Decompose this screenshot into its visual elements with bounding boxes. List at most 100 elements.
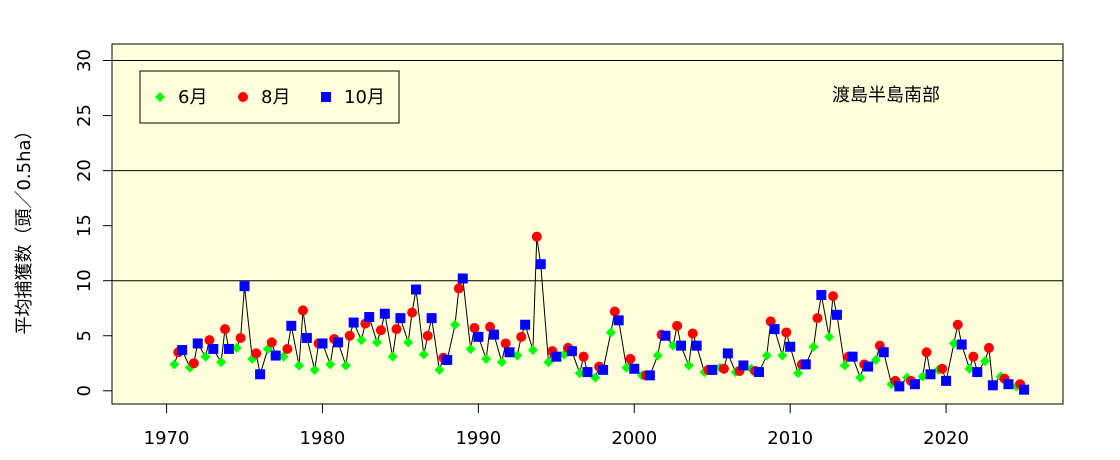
data-point <box>800 359 811 370</box>
data-point <box>605 327 616 338</box>
data-point <box>297 305 308 316</box>
data-point <box>598 364 609 375</box>
grid-lines <box>112 60 1063 282</box>
data-point <box>765 316 776 327</box>
data-point <box>863 361 874 372</box>
data-point <box>527 345 538 356</box>
data-point <box>543 357 554 368</box>
data-point <box>870 354 881 365</box>
x-axis: 1970 1980 1990 2000 2010 2020 <box>144 403 969 449</box>
data-point <box>231 342 242 353</box>
data-point <box>188 358 199 369</box>
data-point <box>403 337 414 348</box>
data-point <box>411 284 422 295</box>
data-point <box>582 367 593 378</box>
data-point <box>987 380 998 391</box>
data-point <box>364 312 375 323</box>
data-point <box>983 342 994 353</box>
data-point <box>676 340 687 351</box>
data-markers <box>169 231 1030 395</box>
data-point <box>169 359 180 370</box>
y-tick-label: 20 <box>74 159 95 182</box>
data-point <box>921 347 932 358</box>
data-point <box>1019 384 1030 395</box>
data-point <box>812 313 823 324</box>
data-point <box>208 343 219 354</box>
legend-marker <box>238 92 248 102</box>
data-point <box>551 351 562 362</box>
data-point <box>407 307 418 318</box>
data-point <box>792 368 803 379</box>
data-point <box>816 290 827 301</box>
data-point <box>325 359 336 370</box>
data-point <box>824 331 835 342</box>
legend: 6月 8月 10月 <box>139 70 400 124</box>
data-point <box>952 319 963 330</box>
data-point <box>753 367 764 378</box>
y-tick-label: 5 <box>74 330 95 341</box>
data-point <box>644 370 655 381</box>
data-point <box>531 231 542 242</box>
data-point <box>691 340 702 351</box>
legend-marker <box>321 92 331 102</box>
data-point <box>504 347 515 358</box>
x-tick-label: 1980 <box>300 428 346 449</box>
x-tick-label: 1990 <box>455 428 501 449</box>
data-point <box>629 363 640 374</box>
data-point <box>652 350 663 361</box>
data-point <box>500 338 511 349</box>
data-point <box>481 353 492 364</box>
data-point <box>395 313 406 324</box>
data-point <box>925 369 936 380</box>
data-point <box>707 364 718 375</box>
data-point <box>613 315 624 326</box>
x-tick-label: 2010 <box>767 428 813 449</box>
data-point <box>379 308 390 319</box>
data-point <box>1003 379 1014 390</box>
data-point <box>223 343 234 354</box>
data-point <box>980 356 991 367</box>
data-point <box>609 306 620 317</box>
data-point <box>282 343 293 354</box>
data-point <box>309 364 320 375</box>
data-point <box>442 354 453 365</box>
data-point <box>449 319 460 330</box>
data-point <box>266 337 277 348</box>
data-point <box>387 351 398 362</box>
data-point <box>937 363 948 374</box>
data-point <box>255 369 266 380</box>
data-point <box>972 367 983 378</box>
data-point <box>239 281 250 292</box>
data-point <box>909 379 920 390</box>
y-axis-label: 平均捕獲数（頭／0.5ha） <box>14 121 35 334</box>
data-point <box>465 343 476 354</box>
data-point <box>177 345 188 356</box>
data-point <box>372 337 383 348</box>
data-point <box>761 350 772 361</box>
data-point <box>356 335 367 346</box>
data-point <box>391 324 402 335</box>
data-point <box>566 346 577 357</box>
data-point <box>625 353 636 364</box>
data-point <box>578 351 589 362</box>
y-tick-label: 10 <box>74 269 95 292</box>
data-point <box>847 351 858 362</box>
data-point <box>722 348 733 359</box>
data-point <box>831 309 842 320</box>
y-tick-label: 25 <box>74 104 95 127</box>
data-point <box>590 372 601 383</box>
legend-marker <box>155 92 165 102</box>
data-point <box>216 357 227 368</box>
data-point <box>278 351 289 362</box>
x-tick-label: 2020 <box>923 428 969 449</box>
data-point <box>520 319 531 330</box>
x-tick-label: 2000 <box>611 428 657 449</box>
data-point <box>204 335 215 346</box>
legend-label: 6月 <box>178 87 207 108</box>
data-point <box>777 350 788 361</box>
data-point <box>672 320 683 331</box>
data-point <box>344 330 355 341</box>
data-point <box>738 360 749 371</box>
data-point <box>200 351 211 362</box>
